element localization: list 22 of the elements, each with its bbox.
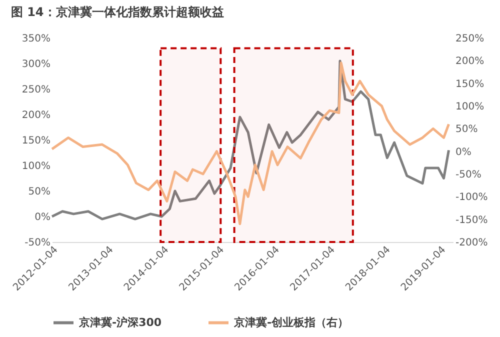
y-tick-label: 100% [22, 161, 50, 172]
y-tick-label: 300% [22, 59, 50, 70]
y2-tick-label: 200% [456, 56, 484, 68]
chart-title: 图 14：京津冀一体化指数累计超额收益 [10, 5, 224, 19]
y-tick-label: 350% [22, 34, 50, 44]
y2-tick-label: 100% [456, 102, 484, 112]
legend-label: 京津冀-创业板指（右） [233, 316, 349, 329]
y-tick-label: -50% [24, 238, 50, 248]
legend-label: 京津冀-沪深300 [78, 316, 162, 329]
y2-tick-label: -150% [456, 214, 488, 226]
y2-tick-label: -50% [456, 170, 482, 180]
y2-tick-label: 50% [456, 124, 478, 136]
y2-tick-label: -200% [456, 238, 488, 248]
y2-tick-label: 150% [456, 78, 484, 90]
y-tick-label: 50% [28, 186, 50, 198]
y-tick-label: 150% [22, 136, 50, 146]
y2-tick-label: 250% [456, 34, 484, 44]
y-tick-label: 250% [22, 84, 50, 96]
y2-tick-label: -100% [456, 192, 488, 204]
y-tick-label: 0% [34, 212, 50, 223]
y-tick-label: 200% [22, 110, 50, 121]
y2-tick-label: 0% [456, 146, 472, 158]
